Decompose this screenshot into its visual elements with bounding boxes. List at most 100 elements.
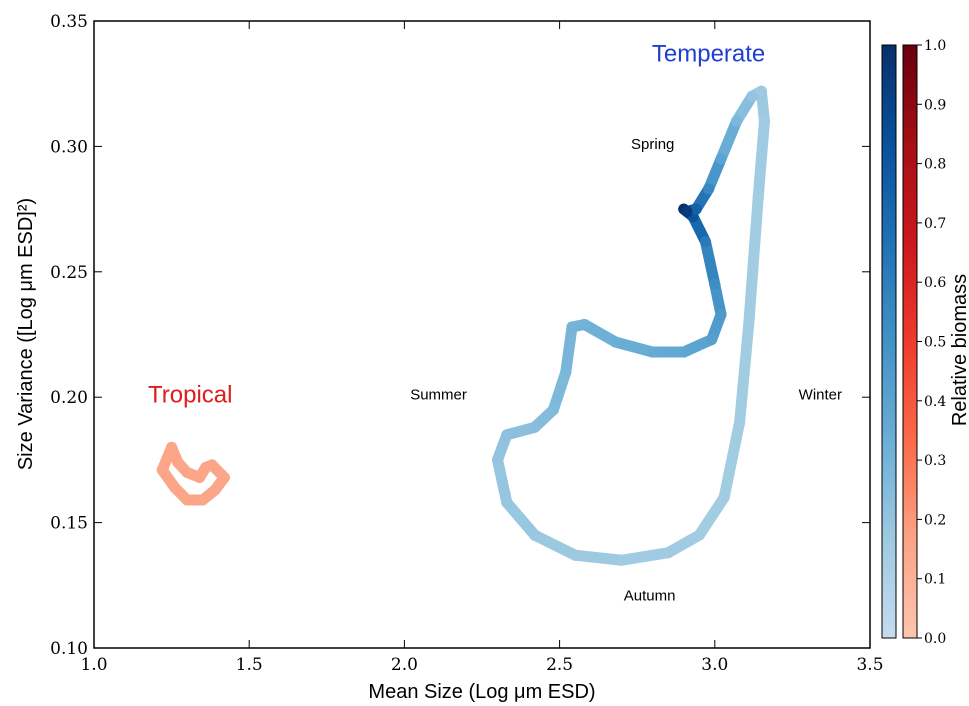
series-segment	[715, 115, 743, 165]
series-layer	[156, 85, 770, 566]
data-point	[560, 366, 572, 378]
colorbar-tick-label: 1.0	[924, 38, 946, 54]
y-tick-label: 0.30	[50, 137, 88, 157]
series-segment	[492, 454, 513, 509]
y-axis-ticks: 0.10 0.15 0.20 0.25 0.30 0.35	[50, 12, 870, 659]
data-point	[181, 494, 193, 506]
data-point	[569, 549, 581, 561]
series-segment	[752, 115, 770, 203]
y-axis-label: Size Variance ([Log μm ESD]²)	[15, 198, 37, 470]
y-tick-label: 0.10	[50, 639, 88, 659]
data-point	[501, 497, 513, 509]
data-point	[690, 203, 702, 215]
series-segment	[699, 236, 721, 290]
annotation-spring: Spring	[631, 136, 674, 153]
y-tick-label: 0.15	[50, 514, 88, 534]
series-segment	[609, 336, 659, 358]
x-tick-label: 1.5	[236, 655, 263, 675]
colorbar-tick-label: 0.0	[924, 631, 946, 647]
annotation-tropical: Tropical	[148, 382, 232, 409]
colorbar-label: Relative biomass	[949, 274, 969, 426]
x-tick-label: 1.0	[80, 655, 107, 675]
data-point	[616, 554, 628, 566]
annotation-temperate: Temperate	[652, 41, 765, 68]
colorbar-blues	[881, 44, 897, 639]
series-segment	[529, 529, 581, 561]
plot-area	[93, 20, 871, 649]
data-point	[566, 321, 578, 333]
x-tick-label: 2.5	[546, 655, 573, 675]
data-point	[699, 236, 711, 248]
y-tick-label: 0.25	[50, 263, 88, 283]
x-tick-label: 3.5	[856, 655, 883, 675]
annotation-summer: Summer	[410, 387, 467, 404]
series-segment	[693, 492, 730, 541]
data-point	[206, 459, 218, 471]
colorbar-tick-label: 0.8	[924, 157, 946, 173]
data-point	[746, 90, 758, 102]
y-tick-label: 0.35	[50, 12, 88, 32]
data-point	[209, 484, 221, 496]
annotations: Temperate Tropical Spring Summer Winter Autum…	[148, 41, 842, 605]
data-point	[501, 429, 513, 441]
data-point	[734, 416, 746, 428]
data-point	[678, 346, 690, 358]
data-point	[492, 454, 504, 466]
colorbar-tick-label: 0.5	[924, 335, 946, 351]
x-tick-label: 2.0	[391, 655, 418, 675]
series-segment	[734, 316, 755, 428]
series-segment	[616, 547, 674, 566]
series-segment	[578, 318, 621, 348]
data-point	[755, 85, 767, 97]
annotation-winter: Winter	[799, 387, 842, 404]
data-point	[703, 183, 715, 195]
data-point	[731, 115, 743, 127]
data-point	[172, 456, 184, 468]
colorbar-tick-label: 0.6	[924, 275, 946, 291]
data-point	[647, 346, 659, 358]
colorbar-tick-label: 0.3	[924, 453, 946, 469]
data-point	[681, 206, 693, 218]
series-segment	[547, 366, 572, 416]
colorbar-tick-label: 0.7	[924, 216, 946, 232]
series-segment	[501, 497, 541, 541]
data-point	[609, 336, 621, 348]
colorbar-reds	[902, 44, 918, 639]
data-point	[218, 471, 230, 483]
series-temperate	[492, 85, 770, 566]
colorbar-ticks: 0.0 0.1 0.2 0.3 0.4 0.5 0.6 0.7 0.8 0.9 1.0	[917, 38, 946, 647]
colorbar-tick-label: 0.4	[924, 394, 946, 410]
x-axis-label: Mean Size (Log μm ESD)	[368, 681, 595, 703]
series-segment	[718, 416, 746, 504]
series-tropical	[156, 441, 230, 506]
data-point	[181, 466, 193, 478]
data-point	[169, 481, 181, 493]
series-segment	[743, 191, 764, 328]
data-point	[197, 494, 209, 506]
data-point	[758, 115, 770, 127]
series-segment	[560, 321, 578, 378]
data-point	[547, 404, 559, 416]
data-point	[752, 191, 764, 203]
series-segment	[569, 549, 628, 566]
series-segment	[662, 529, 705, 559]
data-point	[166, 441, 178, 453]
data-point	[706, 334, 718, 346]
colorbar-tick-label: 0.2	[924, 512, 946, 528]
annotation-autumn: Autumn	[624, 587, 676, 604]
data-point	[662, 547, 674, 559]
data-point	[529, 529, 541, 541]
y-tick-label: 0.20	[50, 388, 88, 408]
colorbar-tick-label: 0.9	[924, 97, 946, 113]
x-axis-ticks: 1.0 1.5 2.0 2.5 3.0 3.5	[80, 21, 884, 675]
colorbar-tick-label: 0.1	[924, 572, 946, 588]
data-point	[693, 529, 705, 541]
data-point	[194, 471, 206, 483]
data-point	[709, 278, 721, 290]
data-point	[718, 492, 730, 504]
data-point	[578, 318, 590, 330]
data-point	[156, 464, 168, 476]
data-point	[743, 316, 755, 328]
data-point	[529, 421, 541, 433]
